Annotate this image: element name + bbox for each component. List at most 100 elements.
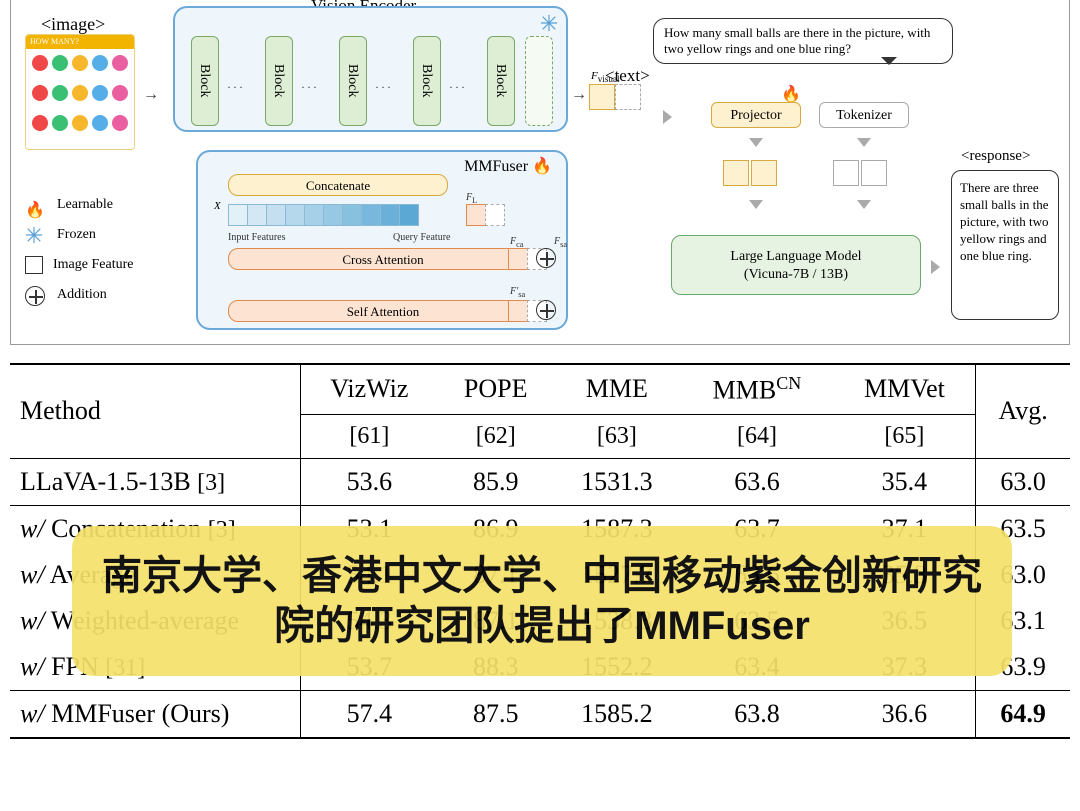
arrow-icon: → — [571, 86, 587, 104]
response-tag-label: <response> — [961, 148, 1030, 165]
fsa-label: Fsa — [554, 236, 567, 249]
ball-icon — [52, 55, 68, 71]
visual-token — [751, 160, 777, 186]
query-feature-label: Query Feature — [393, 232, 450, 243]
ellipsis: ··· — [375, 80, 393, 95]
ball-icon — [72, 85, 88, 101]
col-cite: [65] — [834, 414, 976, 458]
ellipsis: ··· — [449, 80, 467, 95]
ball-icon — [112, 115, 128, 131]
col-header: POPE — [438, 364, 553, 414]
feature-token — [380, 204, 400, 226]
cell-method: w/ MMFuser (Ours) — [10, 690, 300, 738]
question-speech-bubble: How many small balls are there in the pi… — [653, 18, 953, 64]
llm-line1: Large Language Model — [672, 248, 920, 266]
vision-encoder-box: BlockBlockBlockBlockBlock············ — [173, 6, 568, 132]
flame-icon: 🔥 — [25, 196, 47, 214]
col-method-header: Method — [10, 364, 300, 458]
text-token — [833, 160, 859, 186]
snowflake-icon — [25, 226, 47, 244]
input-image-card: HOW MANY? — [25, 34, 135, 150]
cell-value: 53.6 — [300, 458, 438, 505]
legend-frozen: Frozen — [57, 220, 96, 250]
flame-icon: 🔥 — [781, 84, 801, 104]
encoder-block: Block — [265, 36, 293, 126]
feature-token — [228, 204, 248, 226]
input-features-label: Input Features — [228, 232, 286, 243]
feature-token — [266, 204, 286, 226]
arrow-icon — [749, 138, 763, 147]
cell-value: 63.6 — [680, 458, 833, 505]
snowflake-icon — [540, 14, 558, 32]
visual-token — [723, 160, 749, 186]
col-cite: [62] — [438, 414, 553, 458]
ball-icon — [32, 55, 48, 71]
feature-token — [361, 204, 381, 226]
ball-icon — [32, 85, 48, 101]
arrow-icon — [931, 260, 940, 274]
legend-addition: Addition — [57, 280, 107, 310]
legend-learnable: Learnable — [57, 190, 113, 220]
col-header: MME — [553, 364, 680, 414]
col-cite: [61] — [300, 414, 438, 458]
cell-value: 36.6 — [834, 690, 976, 738]
highlight-banner: 南京大学、香港中文大学、中国移动紫金创新研究院的研究团队提出了MMFuser — [72, 526, 1012, 676]
legend: 🔥 Learnable Frozen Image Feature Addition — [25, 190, 133, 310]
cell-method: LLaVA-1.5-13B [3] — [10, 458, 300, 505]
self-attention-bar: Self Attention — [228, 300, 538, 322]
table-row: w/ MMFuser (Ours)57.487.51585.263.836.66… — [10, 690, 1070, 738]
cross-attention-bar: Cross Attention — [228, 248, 538, 270]
mmfuser-title: MMFuser 🔥 — [464, 156, 552, 176]
feature-token — [589, 84, 615, 110]
input-image-header: HOW MANY? — [26, 35, 134, 49]
flame-icon: 🔥 — [532, 158, 552, 175]
feature-token-dashed — [615, 84, 641, 110]
arrow-icon — [857, 200, 871, 209]
col-header: MMVet — [834, 364, 976, 414]
square-icon — [25, 256, 43, 274]
cell-avg: 64.9 — [976, 690, 1070, 738]
ellipsis: ··· — [227, 80, 245, 95]
x-label: X — [214, 200, 221, 212]
tokenizer-box: Tokenizer — [819, 102, 909, 128]
cell-value: 87.5 — [438, 690, 553, 738]
encoder-block: Block — [413, 36, 441, 126]
ball-icon — [72, 55, 88, 71]
col-cite: [63] — [553, 414, 680, 458]
architecture-diagram: <image> HOW MANY? Vision Encoder BlockBl… — [10, 0, 1070, 345]
arrow-icon — [857, 138, 871, 147]
col-cite: [64] — [680, 414, 833, 458]
cell-avg: 63.0 — [976, 458, 1070, 505]
ball-icon — [92, 55, 108, 71]
table-row: LLaVA-1.5-13B [3]53.685.91531.363.635.46… — [10, 458, 1070, 505]
ball-icon — [92, 115, 108, 131]
llm-box: Large Language Model (Vicuna-7B / 13B) — [671, 235, 921, 295]
fsa2-label: F'sa — [510, 286, 525, 299]
ball-icon — [52, 85, 68, 101]
ball-icon — [112, 85, 128, 101]
cell-value: 57.4 — [300, 690, 438, 738]
text-token — [861, 160, 887, 186]
feature-token — [285, 204, 305, 226]
encoder-block: Block — [191, 36, 219, 126]
arrow-icon — [749, 200, 763, 209]
cell-value: 1531.3 — [553, 458, 680, 505]
addition-icon — [25, 286, 47, 304]
encoder-block — [525, 36, 553, 126]
feature-token — [247, 204, 267, 226]
addition-icon — [536, 300, 556, 320]
feature-token — [304, 204, 324, 226]
encoder-block: Block — [339, 36, 367, 126]
col-header: VizWiz — [300, 364, 438, 414]
arrow-icon: → — [143, 86, 159, 104]
feature-token — [323, 204, 343, 226]
legend-image-feature: Image Feature — [53, 250, 133, 280]
addition-icon — [536, 248, 556, 268]
encoder-block: Block — [487, 36, 515, 126]
feature-token — [399, 204, 419, 226]
cell-value: 63.8 — [680, 690, 833, 738]
ball-icon — [72, 115, 88, 131]
col-avg-header: Avg. — [976, 364, 1070, 458]
ball-icon — [52, 115, 68, 131]
cell-value: 1585.2 — [553, 690, 680, 738]
